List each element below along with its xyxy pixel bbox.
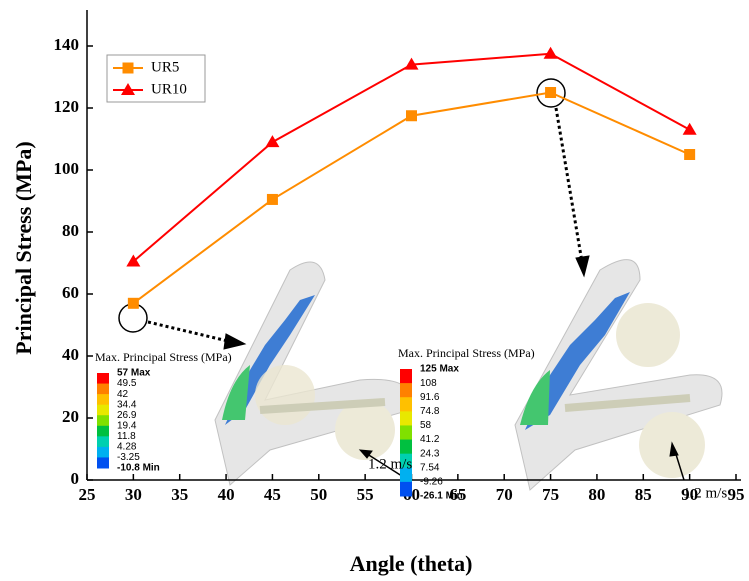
speed-label: 1.2 m/s <box>683 485 727 501</box>
finger-illustration-left <box>215 262 411 485</box>
x-tick-label: 95 <box>728 485 745 504</box>
color-swatch <box>400 440 412 455</box>
point <box>545 87 556 98</box>
point <box>684 149 695 160</box>
color-swatch <box>400 411 412 426</box>
scale-label: -26.1 Min <box>420 491 463 502</box>
x-tick-label: 30 <box>125 485 142 504</box>
scale-label: -10.8 Min <box>117 463 160 474</box>
color-swatch <box>97 447 109 458</box>
scale-label: 24.3 <box>420 448 440 459</box>
scale-label: 74.8 <box>420 406 440 417</box>
y-tick-label: 60 <box>62 283 79 302</box>
point <box>406 110 417 121</box>
legend-label: UR10 <box>151 81 187 97</box>
scale-label: 42 <box>117 389 129 400</box>
color-swatch <box>400 425 412 440</box>
x-tick-label: 50 <box>310 485 327 504</box>
scale-label: 19.4 <box>117 420 137 431</box>
y-tick-label: 140 <box>54 35 80 54</box>
finger-illustration-right <box>515 260 722 490</box>
x-tick-label: 55 <box>357 485 374 504</box>
scale-label: 26.9 <box>117 410 137 421</box>
x-tick-label: 40 <box>218 485 235 504</box>
y-tick-label: 100 <box>54 159 80 178</box>
point <box>128 298 139 309</box>
color-swatch <box>97 373 109 384</box>
x-tick-label: 80 <box>588 485 605 504</box>
color-swatch <box>400 482 412 497</box>
color-swatch <box>97 384 109 395</box>
x-tick-label: 45 <box>264 485 281 504</box>
scale-label: 11.8 <box>117 431 136 442</box>
color-swatch <box>97 394 109 405</box>
x-tick-label: 85 <box>635 485 652 504</box>
y-tick-label: 20 <box>62 407 79 426</box>
color-swatch <box>400 397 412 412</box>
scale-label: 125 Max <box>420 364 459 375</box>
x-axis-title: Angle (theta) <box>350 551 473 576</box>
speed-label: 1.2 m/s <box>368 456 412 472</box>
color-swatch <box>97 457 109 468</box>
series-line <box>133 54 689 262</box>
scale-label: -9.26 <box>420 477 443 488</box>
x-tick-label: 35 <box>171 485 188 504</box>
scale-label: -3.25 <box>117 452 140 463</box>
color-swatch <box>97 436 109 447</box>
y-axis-title: Principal Stress (MPa) <box>11 141 36 354</box>
scale-label: 4.28 <box>117 442 137 453</box>
chart: Angle (theta) Principal Stress (MPa) 020… <box>0 0 749 581</box>
color-swatch <box>400 369 412 384</box>
color-swatch <box>97 426 109 437</box>
point <box>544 47 558 59</box>
color-swatch <box>400 383 412 398</box>
y-tick-label: 80 <box>62 221 79 240</box>
scale-label: 49.5 <box>117 378 137 389</box>
color-swatch <box>97 405 109 416</box>
scale-label: 34.4 <box>117 399 137 410</box>
scale-label: 108 <box>420 378 437 389</box>
point <box>265 135 279 147</box>
point <box>683 123 697 135</box>
point <box>267 194 278 205</box>
inset-title: Max. Principal Stress (MPa) <box>95 350 232 364</box>
color-swatch <box>97 415 109 426</box>
x-tick-label: 70 <box>496 485 513 504</box>
y-tick-label: 40 <box>62 345 79 364</box>
legend-marker <box>123 63 134 74</box>
scale-label: 7.54 <box>420 462 440 473</box>
scale-label: 41.2 <box>420 434 440 445</box>
scale-label: 57 Max <box>117 368 151 379</box>
y-tick-label: 120 <box>54 97 80 116</box>
legend-label: UR5 <box>151 59 179 75</box>
x-tick-label: 75 <box>542 485 559 504</box>
inset-title: Max. Principal Stress (MPa) <box>398 346 535 360</box>
scale-label: 91.6 <box>420 392 440 403</box>
scale-label: 58 <box>420 420 432 431</box>
x-tick-label: 25 <box>79 485 96 504</box>
